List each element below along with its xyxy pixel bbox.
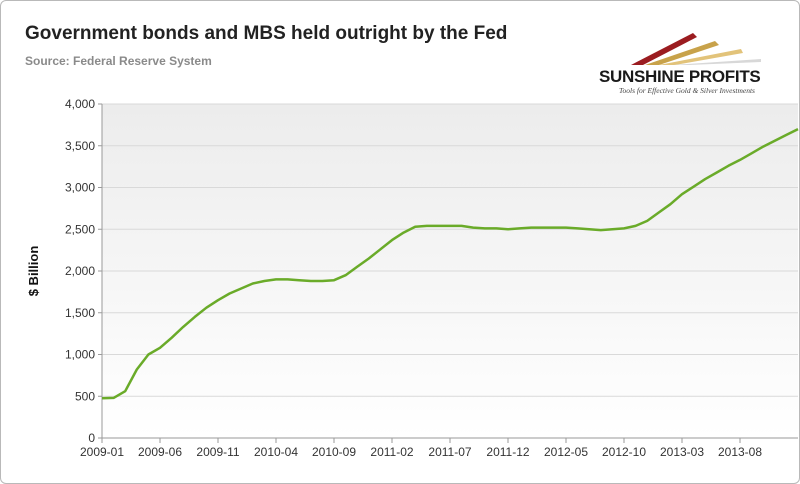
sunrise-rays-logo-icon <box>631 33 761 65</box>
y-tick-label: 2,000 <box>65 264 95 278</box>
y-tick-label: 1,500 <box>65 306 95 320</box>
chart-source: Source: Federal Reserve System <box>25 54 212 68</box>
chart-title: Government bonds and MBS held outright b… <box>25 23 508 44</box>
x-tick-label: 2011-02 <box>370 445 413 459</box>
series-line <box>101 127 799 400</box>
x-tick-label: 2009-11 <box>196 445 239 459</box>
y-tick-label: 0 <box>88 431 95 445</box>
x-tick-label: 2011-07 <box>428 445 471 459</box>
y-tick-label: 500 <box>75 389 95 403</box>
x-tick-label: 2013-08 <box>718 445 762 459</box>
logo-name: SUNSHINE PROFITS <box>599 67 761 86</box>
y-tick-label: 3,500 <box>65 139 95 153</box>
y-tick-label: 4,000 <box>65 97 95 111</box>
y-axis: 0 500 1,000 1,500 2,000 2,500 3,000 3,500 4,000 <box>65 97 103 445</box>
logo-tagline: Tools for Effective Gold & Silver Invest… <box>619 86 755 95</box>
x-tick-label: 2011-12 <box>486 445 529 459</box>
x-tick-label: 2012-05 <box>544 445 588 459</box>
y-tick-label: 1,000 <box>65 348 95 362</box>
x-tick-label: 2010-09 <box>312 445 356 459</box>
x-tick-label: 2010-04 <box>254 445 298 459</box>
x-axis: 2009-01 2009-06 2009-11 2010-04 2010-09 2011-… <box>80 438 762 459</box>
x-tick-label: 2009-06 <box>138 445 182 459</box>
y-axis-label: $ Billion <box>26 246 41 297</box>
sunshine-profits-logo: SUNSHINE PROFITS Tools for Effective Gol… <box>599 31 789 101</box>
x-tick-label: 2013-03 <box>660 445 704 459</box>
x-tick-label: 2009-01 <box>80 445 124 459</box>
x-tick-label: 2012-10 <box>602 445 646 459</box>
y-tick-label: 3,000 <box>65 181 95 195</box>
y-tick-label: 2,500 <box>65 222 95 236</box>
